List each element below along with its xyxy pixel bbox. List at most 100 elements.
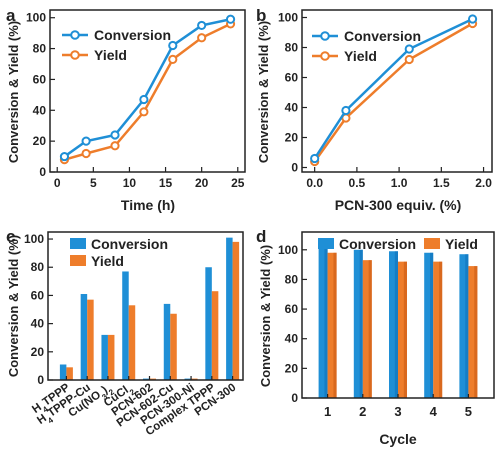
c-bar-conversion-0 xyxy=(59,364,67,380)
d-bar-conversion-shade-1 xyxy=(359,249,363,398)
c-bar-yield-3 xyxy=(128,305,136,380)
d-ytick-label-4: 80 xyxy=(285,272,299,286)
b-xtick-label-1: 0.5 xyxy=(349,176,366,190)
a-xtick-label-3: 15 xyxy=(159,176,173,190)
c-ytick-label-4: 80 xyxy=(31,260,45,274)
d-legend-swatch-0 xyxy=(318,238,334,249)
c-bar-conversion-3 xyxy=(122,271,129,380)
b-point-conversion-2 xyxy=(404,44,414,54)
a-ytick-label-3: 60 xyxy=(33,72,47,86)
a-xtick-label-1: 5 xyxy=(90,176,97,190)
b-legend-label-0: Conversion xyxy=(344,28,421,44)
b-series-line-conversion xyxy=(313,17,474,160)
d-bar-conversion-shade-2 xyxy=(394,251,398,398)
panel-a: 0 5 10 15 20 25 0 20 40 60 80 100 Conversion & Yiel… xyxy=(6,9,246,213)
c-bar-conversion-8 xyxy=(226,237,233,380)
c-bar-yield-8 xyxy=(232,241,240,380)
panel-d-y-axis-label: Conversion & Yield (%) xyxy=(258,245,273,387)
d-bar-yield-shade-4 xyxy=(474,266,478,398)
a-xtick-label-2: 10 xyxy=(123,176,137,190)
panel-c: H4TPPPH4TPPP-CuCu(NO3)2CuCl2PCN-602PCN-6… xyxy=(6,231,244,438)
a-ytick-label-1: 20 xyxy=(33,134,47,148)
a-point-conversion-0 xyxy=(59,151,70,162)
d-ytick-label-0: 0 xyxy=(291,391,298,405)
d-bar-yield-shade-1 xyxy=(368,260,372,398)
b-xtick-label-0: 0.0 xyxy=(306,176,323,190)
b-ytick-label-1: 20 xyxy=(285,131,299,145)
d-xtick-label-4: 5 xyxy=(465,404,472,419)
b-ytick-label-5: 100 xyxy=(278,11,298,25)
panel-b: 0.0 0.5 1.0 1.5 2.0 0 20 40 60 80 100 Conversion &… xyxy=(256,9,493,213)
d-bar-yield-shade-0 xyxy=(333,252,337,398)
d-bar-conversion-3 xyxy=(424,252,434,398)
a-xtick-label-0: 0 xyxy=(54,176,61,190)
d-bar-yield-shade-3 xyxy=(439,261,443,398)
panel-a-plot-frame xyxy=(49,9,246,173)
b-xtick-label-3: 1.5 xyxy=(433,176,450,190)
c-legend-label-0: Conversion xyxy=(91,236,168,252)
a-point-conversion-1 xyxy=(81,136,91,146)
c-bar-yield-2 xyxy=(107,334,115,380)
c-bar-conversion-2 xyxy=(101,334,108,380)
a-ytick-label-0: 0 xyxy=(39,165,46,179)
c-ytick-label-1: 20 xyxy=(31,345,45,359)
panel-a-x-axis-label: Time (h) xyxy=(121,197,175,213)
b-point-conversion-0 xyxy=(310,153,320,164)
panel-a-legend: Conversion Yield xyxy=(62,27,171,63)
d-ytick-label-2: 40 xyxy=(285,332,299,346)
panel-b-legend: Conversion Yield xyxy=(312,28,421,64)
b-xtick-label-4: 2.0 xyxy=(475,176,492,190)
c-bar-conversion-7 xyxy=(205,267,212,380)
panel-d-x-axis-label: Cycle xyxy=(379,431,417,447)
panel-b-y-axis-label: Conversion & Yield (%) xyxy=(256,21,271,163)
c-ytick-label-3: 60 xyxy=(31,288,45,302)
d-bar-yield-2 xyxy=(398,261,407,398)
panel-c-y-axis-label: Conversion & Yield (%) xyxy=(6,235,21,377)
d-bar-conversion-shade-4 xyxy=(465,254,469,398)
d-bar-conversion-1 xyxy=(353,249,363,398)
d-bar-conversion-0 xyxy=(318,248,328,398)
d-bar-yield-1 xyxy=(362,260,372,398)
d-bar-yield-shade-2 xyxy=(403,261,407,398)
c-legend-swatch-0 xyxy=(70,238,86,249)
b-point-yield-2 xyxy=(404,54,414,65)
a-point-conversion-3 xyxy=(139,94,149,105)
b-legend-marker-1 xyxy=(320,51,330,61)
a-xtick-label-5: 25 xyxy=(231,176,245,190)
a-point-yield-2 xyxy=(110,141,120,151)
d-bar-conversion-4 xyxy=(459,254,469,398)
a-point-conversion-4 xyxy=(168,40,178,51)
d-ytick-label-5: 100 xyxy=(278,243,298,257)
a-point-yield-3 xyxy=(139,107,149,117)
d-legend-label-1: Yield xyxy=(445,236,478,252)
d-bar-conversion-2 xyxy=(389,251,398,398)
d-bar-yield-0 xyxy=(327,252,337,398)
c-ytick-label-5: 100 xyxy=(24,232,44,246)
a-legend-marker-1 xyxy=(70,50,80,60)
panel-a-y-axis-label: Conversion & Yield (%) xyxy=(6,21,21,163)
panel-b-plot-frame xyxy=(301,9,493,173)
d-xtick-label-2: 3 xyxy=(394,404,401,419)
panel-letter-b: b xyxy=(256,6,266,25)
a-ytick-label-5: 100 xyxy=(26,11,46,25)
b-series-line-yield xyxy=(313,22,474,163)
panel-letter-d: d xyxy=(256,227,266,246)
b-xtick-label-2: 1.0 xyxy=(391,176,408,190)
a-point-conversion-5 xyxy=(197,20,207,31)
b-ytick-label-4: 80 xyxy=(285,41,299,55)
c-bar-yield-0 xyxy=(66,367,73,380)
d-ytick-label-1: 20 xyxy=(285,361,299,375)
a-ytick-label-2: 40 xyxy=(33,103,47,117)
d-xtick-label-1: 2 xyxy=(359,404,366,419)
a-ytick-label-4: 80 xyxy=(33,42,47,56)
a-point-yield-1 xyxy=(81,148,91,159)
d-xtick-label-3: 4 xyxy=(430,404,438,419)
b-legend-label-1: Yield xyxy=(344,48,377,64)
c-bar-yield-7 xyxy=(211,291,219,380)
a-legend-label-1: Yield xyxy=(94,47,127,63)
a-point-conversion-6 xyxy=(225,14,236,24)
b-ytick-label-3: 60 xyxy=(285,71,299,85)
a-point-conversion-2 xyxy=(110,130,120,140)
panel-c-plot-frame xyxy=(47,231,244,381)
